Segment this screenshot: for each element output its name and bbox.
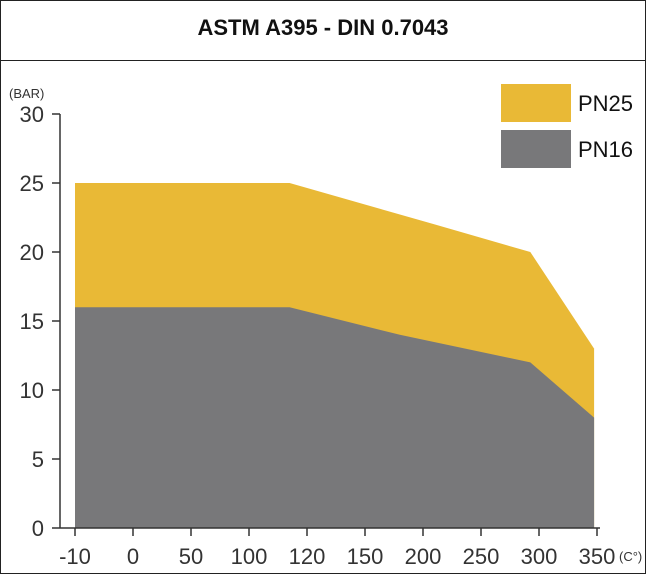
- legend: PN25 PN16: [501, 84, 633, 168]
- y-tick-label: 25: [20, 171, 44, 196]
- x-tick-label: 120: [289, 544, 326, 569]
- y-ticks: 0 5 10 15 20 25 30: [20, 102, 60, 541]
- x-tick-label: 300: [521, 544, 558, 569]
- x-tick-label: 100: [231, 544, 268, 569]
- x-tick-label: 150: [347, 544, 384, 569]
- legend-swatch-pn16: [501, 130, 571, 168]
- title-bar: ASTM A395 - DIN 0.7043: [1, 1, 645, 61]
- x-ticks: -10 0 50 100 120 150 200 250 300 350: [59, 528, 615, 569]
- y-tick-label: 10: [20, 378, 44, 403]
- y-tick-label: 5: [32, 447, 44, 472]
- area-pn16: [75, 307, 595, 528]
- x-tick-label: 350: [579, 544, 616, 569]
- legend-label-pn25: PN25: [578, 91, 633, 116]
- x-tick-label: 0: [127, 544, 139, 569]
- y-tick-label: 15: [20, 309, 44, 334]
- y-axis-label: (BAR): [9, 86, 44, 101]
- y-tick-label: 30: [20, 102, 44, 127]
- x-tick-label: 50: [179, 544, 203, 569]
- plot-areas: [75, 183, 595, 528]
- x-axis-label: (C°): [619, 549, 642, 564]
- x-tick-label: 200: [405, 544, 442, 569]
- y-tick-label: 0: [32, 516, 44, 541]
- x-tick-label: 250: [463, 544, 500, 569]
- x-tick-label: -10: [59, 544, 91, 569]
- legend-label-pn16: PN16: [578, 137, 633, 162]
- legend-swatch-pn25: [501, 84, 571, 122]
- chart-title: ASTM A395 - DIN 0.7043: [197, 15, 449, 40]
- y-tick-label: 20: [20, 240, 44, 265]
